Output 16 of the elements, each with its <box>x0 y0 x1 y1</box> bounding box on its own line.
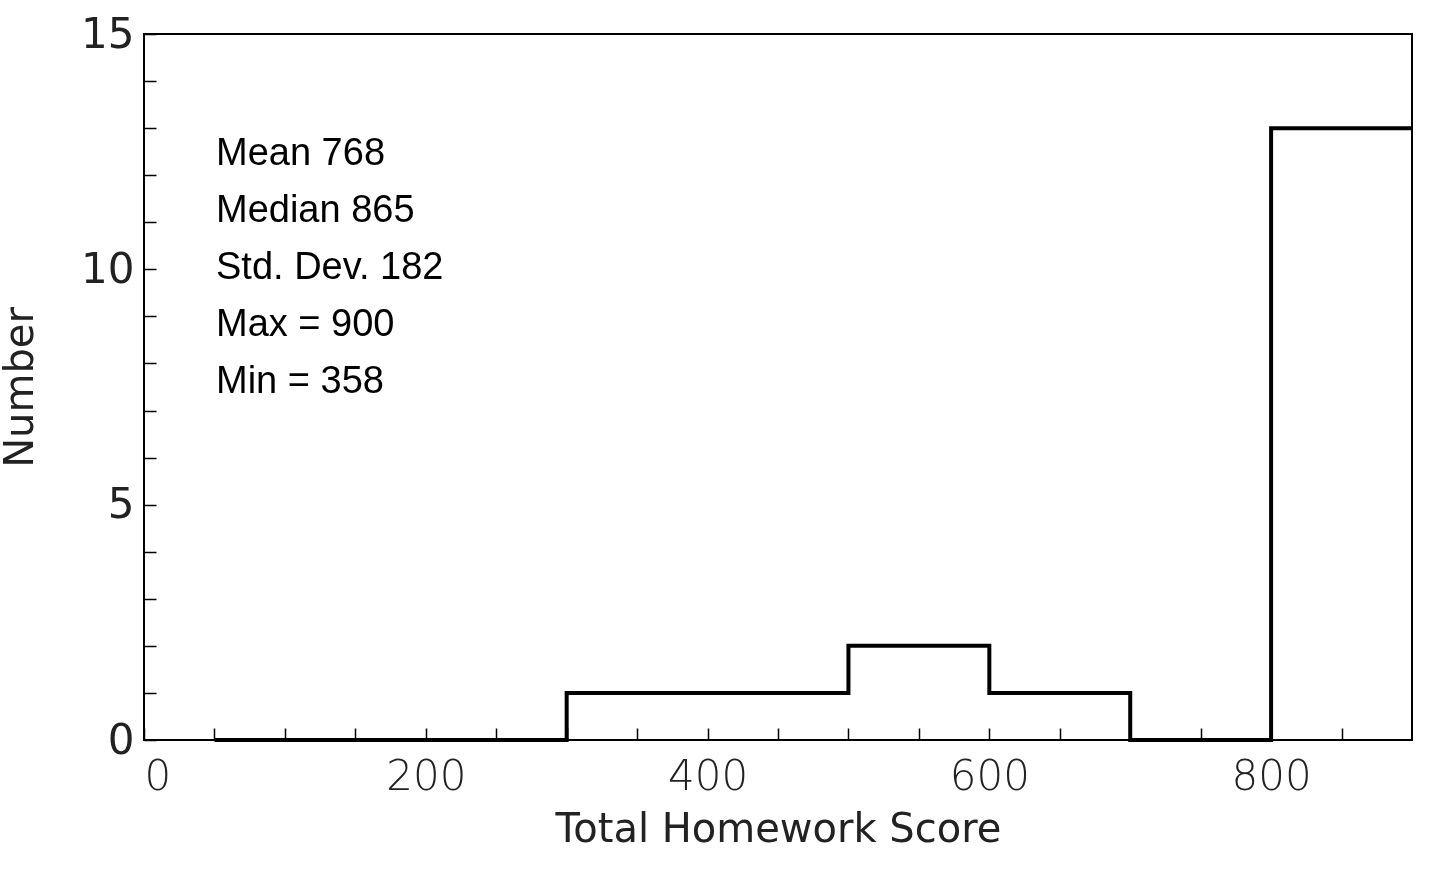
x-tick-label: 800 <box>1231 750 1312 800</box>
annotation: Mean 768 <box>216 131 386 173</box>
y-tick-label: 5 <box>107 479 135 529</box>
y-tick-label: 10 <box>81 243 135 293</box>
x-tick-label: 400 <box>667 750 749 800</box>
x-tick-label: 200 <box>386 750 467 800</box>
annotation: Min = 358 <box>216 359 384 401</box>
x-axis-title: Total Homework Score <box>554 804 1002 851</box>
annotation: Median 865 <box>216 188 415 230</box>
x-tick-label: 0 <box>144 750 172 800</box>
y-axis-title: Number <box>0 306 43 468</box>
x-tick-label: 600 <box>949 750 1030 800</box>
y-tick-label: 15 <box>81 8 135 58</box>
y-tick-label: 0 <box>107 714 135 764</box>
annotation: Max = 900 <box>216 302 395 344</box>
annotation: Std. Dev. 182 <box>216 245 444 287</box>
